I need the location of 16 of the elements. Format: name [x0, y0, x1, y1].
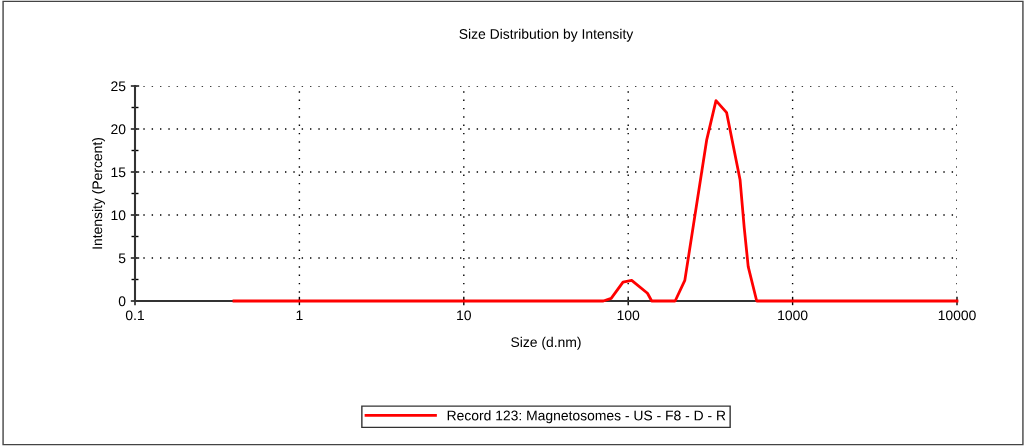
y-tick-label: 5: [118, 253, 126, 264]
y-tick-label: 10: [111, 210, 126, 221]
y-tick-label: 15: [111, 167, 126, 178]
x-tick-label: 1: [296, 310, 303, 321]
x-tick-label: 0.1: [125, 310, 144, 321]
y-axis-title: Intensity (Percent): [92, 138, 105, 249]
x-tick-label: 10000: [938, 310, 976, 321]
y-tick-label: 25: [111, 81, 126, 92]
x-tick-label: 100: [617, 310, 640, 321]
chart-title: Size Distribution by Intensity: [459, 28, 634, 42]
text: Record 123: Magnetosomes - US - F8 - D - R: [447, 410, 726, 424]
y-tick-label: 0: [118, 296, 126, 307]
x-tick-label: 1000: [778, 310, 808, 321]
x-tick-label: 10: [457, 310, 471, 321]
x-axis-title: Size (d.nm): [511, 336, 581, 350]
y-tick-label: 20: [111, 124, 126, 135]
